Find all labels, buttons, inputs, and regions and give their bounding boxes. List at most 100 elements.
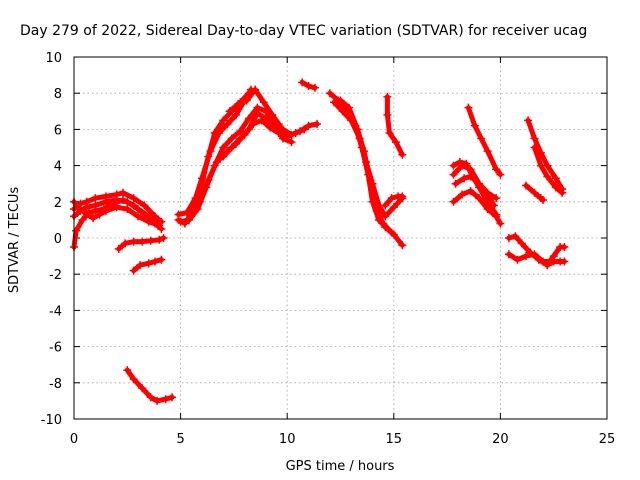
chart-title: Day 279 of 2022, Sidereal Day-to-day VTE…: [20, 23, 587, 39]
data-point: [336, 96, 345, 105]
data-point: [298, 78, 307, 87]
data-point: [242, 96, 251, 105]
data-point: [530, 134, 539, 143]
data-point: [387, 194, 396, 203]
data-point: [191, 194, 200, 203]
data-point: [119, 188, 128, 197]
data-point: [530, 250, 539, 259]
data-point: [462, 159, 471, 168]
data-point: [161, 395, 170, 404]
y-tick-label: -8: [49, 377, 62, 392]
data-point: [451, 179, 460, 188]
data-point: [287, 138, 296, 147]
data-point: [146, 236, 155, 245]
data-point: [278, 125, 287, 134]
data-point: [359, 147, 368, 156]
data-point: [76, 206, 85, 215]
data-point: [214, 129, 223, 138]
y-tick-label: -4: [49, 304, 62, 319]
data-traces: [70, 78, 569, 405]
data-point: [123, 197, 132, 206]
data-point: [146, 393, 155, 402]
data-point: [381, 201, 390, 210]
data-point: [304, 81, 313, 90]
data-point: [492, 210, 501, 219]
data-point: [244, 125, 253, 134]
data-point: [551, 183, 560, 192]
data-point: [138, 237, 147, 246]
data-point: [379, 219, 388, 228]
data-point: [558, 188, 567, 197]
data-point: [455, 157, 464, 166]
data-point: [174, 210, 183, 219]
data-point: [78, 215, 87, 224]
data-point: [72, 226, 81, 235]
data-point: [398, 241, 407, 250]
data-point: [144, 212, 153, 221]
data-point: [136, 261, 145, 270]
x-tick-label: 10: [279, 432, 296, 447]
y-tick-label: -6: [49, 341, 62, 356]
data-point: [234, 100, 243, 109]
data-point: [219, 143, 228, 152]
data-point: [543, 261, 552, 270]
data-point: [227, 143, 236, 152]
data-point: [521, 181, 530, 190]
data-series-arc28: [525, 117, 565, 192]
data-point: [259, 98, 268, 107]
data-point: [129, 375, 138, 384]
data-point: [182, 208, 191, 217]
data-point: [223, 119, 232, 128]
data-point: [176, 217, 185, 226]
data-point: [155, 219, 164, 228]
data-point: [391, 138, 400, 147]
data-point: [236, 127, 245, 136]
plot-frame: [73, 56, 608, 420]
y-tick-label: 4: [54, 160, 62, 175]
data-point: [129, 237, 138, 246]
data-series-arc24: [465, 105, 503, 178]
data-point: [168, 393, 177, 402]
data-point: [387, 228, 396, 237]
y-tick-label: 0: [54, 232, 62, 247]
data-point: [372, 206, 381, 215]
data-point: [385, 129, 394, 138]
data-point: [466, 172, 475, 181]
data-point: [539, 257, 548, 266]
data-point: [157, 255, 166, 264]
data-point: [466, 186, 475, 195]
data-point: [477, 134, 486, 143]
data-point: [82, 210, 91, 219]
data-point: [530, 188, 539, 197]
data-point: [490, 201, 499, 210]
x-tick-label: 25: [599, 432, 616, 447]
data-series-arc09: [176, 87, 254, 217]
data-point: [89, 214, 98, 223]
x-axis-label: GPS time / hours: [286, 459, 395, 474]
data-point: [560, 243, 569, 252]
data-point: [511, 232, 520, 241]
data-point: [464, 103, 473, 112]
data-point: [251, 85, 260, 94]
data-point: [496, 170, 505, 179]
data-point: [112, 203, 121, 212]
data-point: [536, 161, 545, 170]
data-point: [470, 121, 479, 130]
data-point: [274, 119, 283, 128]
data-point: [159, 234, 168, 242]
data-point: [112, 195, 121, 204]
data-point: [449, 197, 458, 206]
y-tick-label: 8: [54, 87, 62, 102]
grid-lines: [74, 57, 607, 419]
data-point: [551, 174, 560, 183]
data-point: [560, 257, 569, 266]
data-point: [212, 157, 221, 166]
data-point: [543, 172, 552, 181]
data-point: [151, 257, 160, 266]
data-point: [381, 212, 390, 221]
data-point: [300, 125, 309, 134]
data-point: [144, 259, 153, 268]
data-point: [389, 203, 398, 212]
data-point: [225, 107, 234, 116]
